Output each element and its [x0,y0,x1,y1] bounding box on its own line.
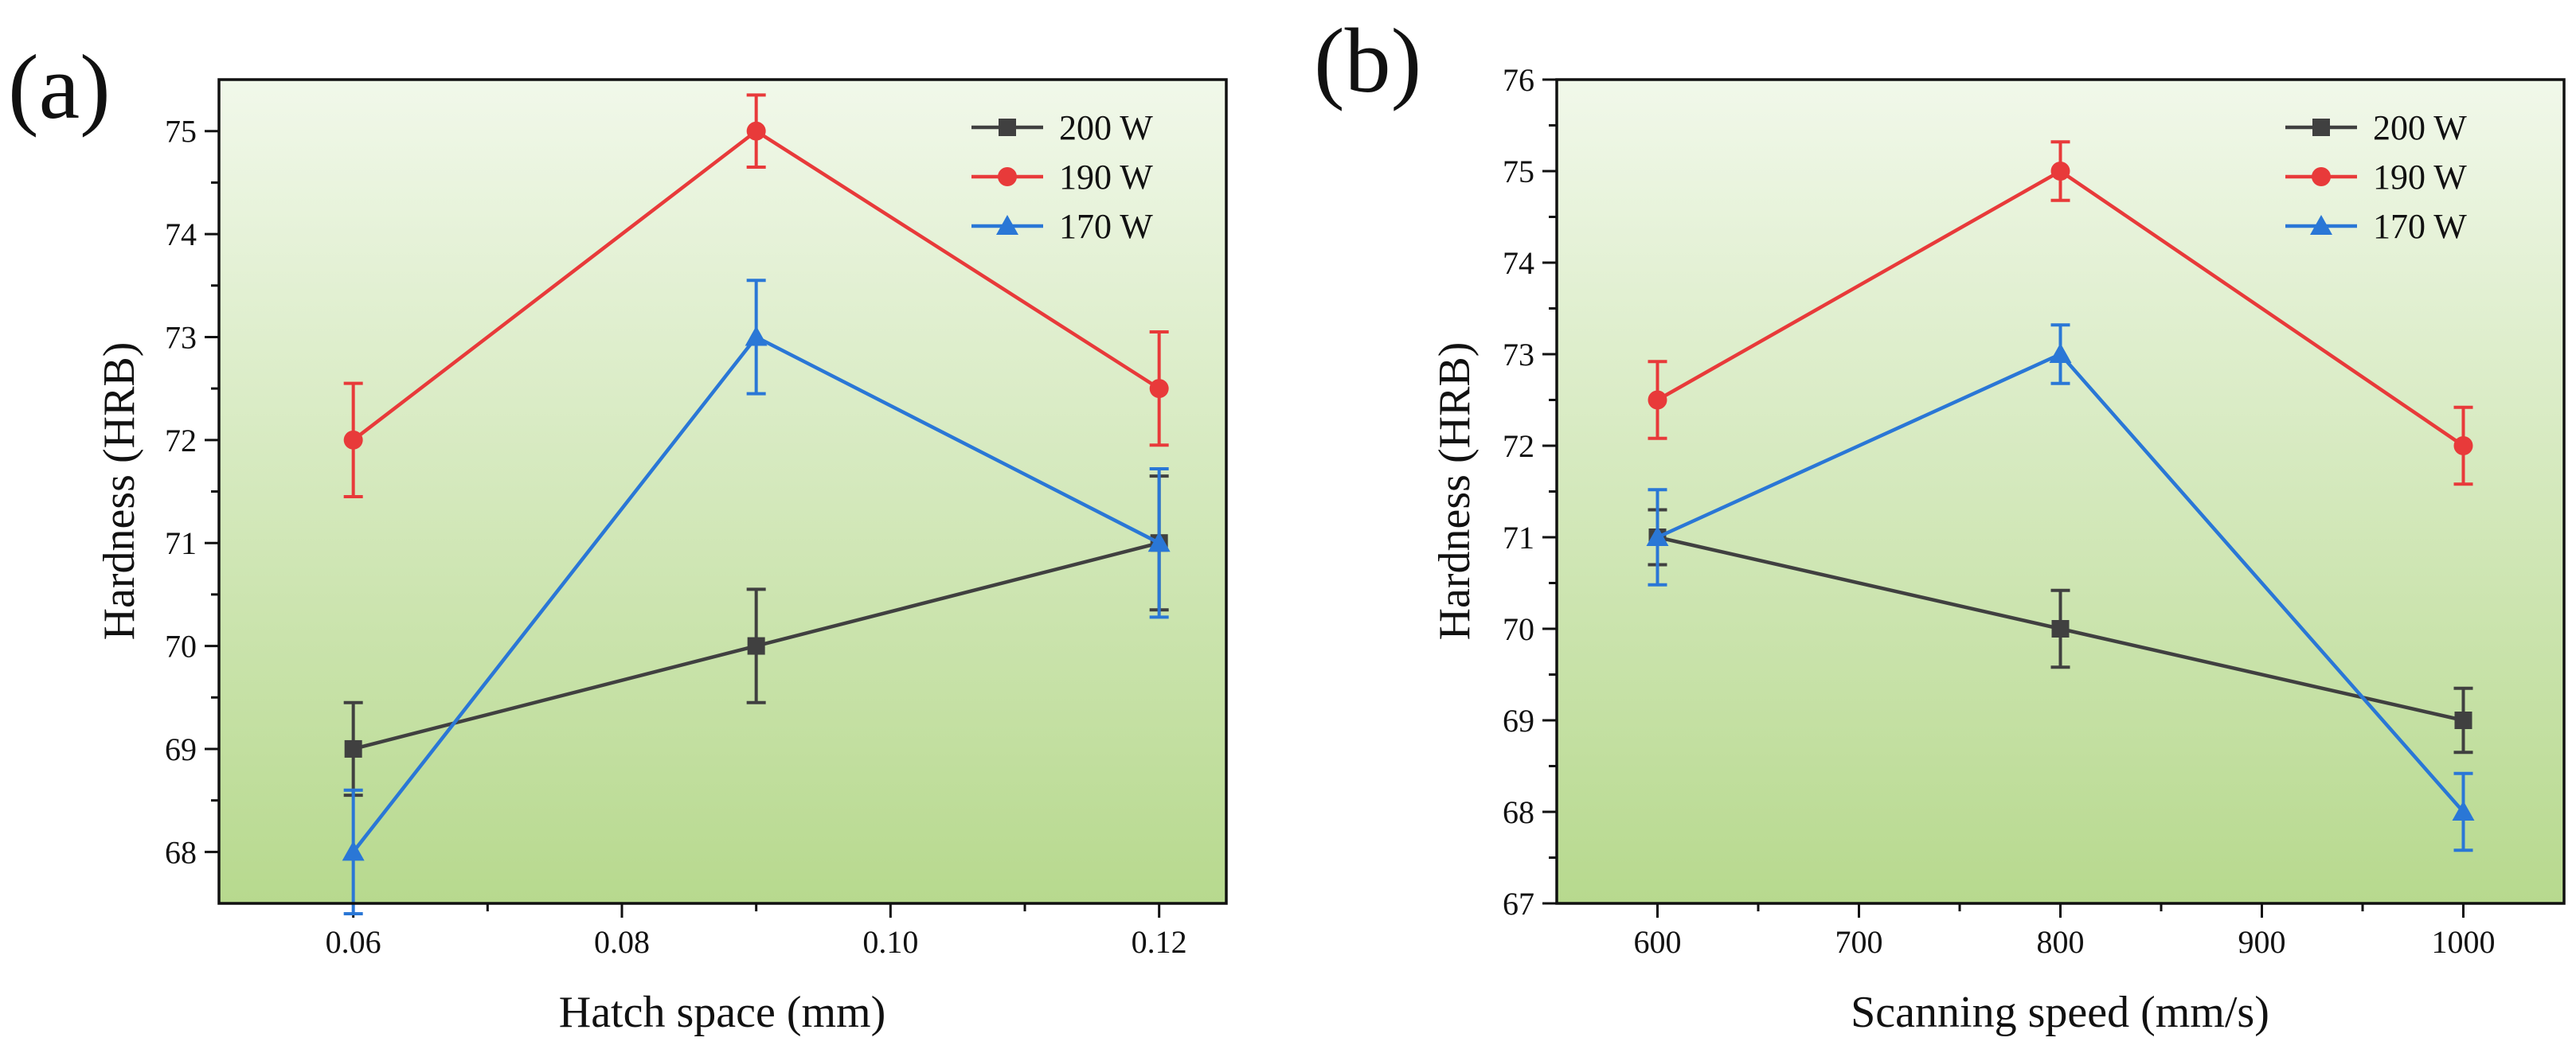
y-tick-label: 74 [165,216,197,252]
data-point [1646,526,1669,546]
y-tick-label: 69 [1503,703,1534,739]
panel-label-a: (a) [8,37,111,138]
series-190w [1648,140,2473,486]
y-tick-label: 70 [1503,611,1534,647]
data-point [2452,801,2475,821]
legend-b: 200 W 190 W 170 W [2285,108,2467,246]
y-tick-label: 73 [165,319,197,355]
x-axis-title-b: Scanning speed (mm/s) [1851,988,2269,1037]
plot-frame-a [217,78,1228,905]
panel-label-b: (b) [1314,10,1421,112]
legend-item: 190 W [2285,158,2467,197]
axes-a: 0.06 0.08 0.10 0.12 68 69 70 71 72 73 74 75 [165,114,1187,960]
data-point [344,739,362,758]
data-point [2050,162,2070,181]
x-tick-label: 600 [1634,924,1682,960]
plot-frame-b [1555,78,2566,905]
data-point [1648,390,1667,410]
y-tick-label: 74 [1503,245,1534,281]
data-point [342,841,365,861]
y-tick-label: 67 [1503,886,1534,922]
y-tick-label: 72 [1503,428,1534,464]
legend-item: 190 W [971,158,1153,197]
plot-area-b [1557,80,2564,903]
data-point [747,637,765,655]
y-tick-label: 71 [165,525,197,561]
legend-label: 190 W [2373,158,2467,197]
x-tick-label: 0.10 [862,924,918,960]
data-point [1147,532,1171,552]
y-axis-title-a: Hardness (HRB) [95,342,144,641]
legend-label: 200 W [2373,108,2467,147]
legend-label: 170 W [2373,207,2467,246]
x-tick-label: 0.06 [326,924,381,960]
data-point [2454,712,2472,729]
legend-marker [999,119,1016,136]
y-tick-label: 75 [1503,154,1534,189]
x-tick-label: 800 [2037,924,2085,960]
legend-label: 170 W [1059,207,1153,246]
y-tick-label: 68 [165,834,197,870]
y-tick-label: 72 [165,423,197,458]
y-tick-label: 71 [1503,520,1534,556]
series-170w [1646,323,2475,852]
y-tick-label: 73 [1503,337,1534,372]
series-170w [342,279,1171,915]
legend-label: 200 W [1059,108,1153,147]
legend-label: 190 W [1059,158,1153,197]
series-b [1646,140,2475,852]
legend-marker [2312,119,2330,136]
x-tick-label: 0.12 [1132,924,1187,960]
legend-marker [996,215,1018,235]
data-point [746,121,766,141]
data-point [2453,436,2473,455]
x-tick-label: 1000 [2432,924,2496,960]
legend-marker [998,167,1017,186]
x-axis-title-a: Hatch space (mm) [559,988,885,1037]
y-tick-label: 68 [1503,794,1534,830]
panel-b: 600 700 800 900 1000 67 68 69 70 71 72 73 74 75 76 (b)… [1314,10,2566,1037]
y-tick-label: 70 [165,629,197,665]
legend-marker [2310,215,2332,235]
x-tick-label: 900 [2238,924,2286,960]
y-tick-label: 69 [165,731,197,767]
data-point [2051,620,2070,638]
legend-item: 170 W [2285,207,2467,246]
legend-item: 170 W [971,207,1153,246]
y-axis-title-b: Hardness (HRB) [1430,342,1480,641]
series-190w [343,93,1169,498]
data-point [343,430,363,450]
panel-a: 0.06 0.08 0.10 0.12 68 69 70 71 72 73 74 75 (a) Hat… [8,37,1228,1037]
legend-marker [2312,167,2331,186]
series-a [342,93,1171,915]
legend-item: 200 W [971,108,1153,147]
x-tick-label: 700 [1835,924,1883,960]
x-tick-label: 0.08 [594,924,650,960]
legend-a: 200 W 190 W 170 W [971,108,1153,246]
legend-item: 200 W [2285,108,2467,147]
y-tick-label: 75 [165,114,197,150]
y-tick-label: 76 [1503,62,1534,98]
data-point [745,326,768,346]
data-point [2049,343,2072,363]
plot-area-a [219,80,1226,903]
data-point [1149,379,1169,399]
